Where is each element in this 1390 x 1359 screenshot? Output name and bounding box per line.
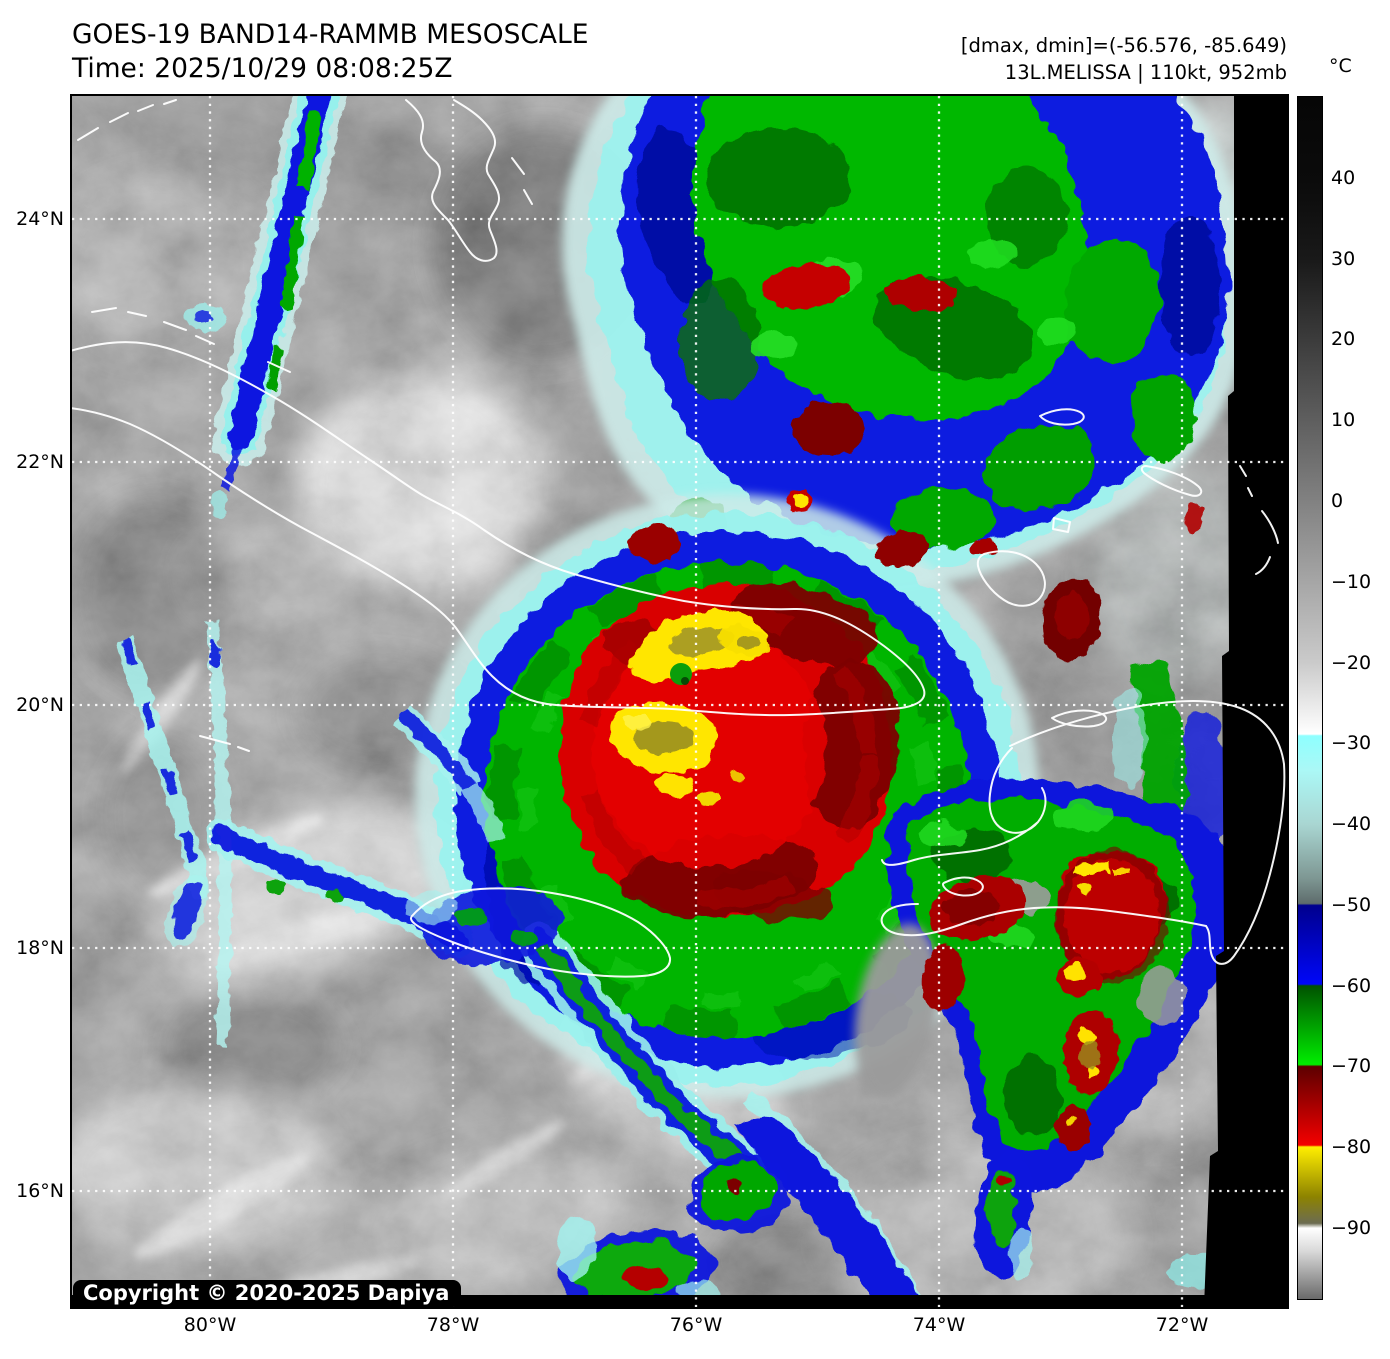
temperature-colorbar	[1297, 96, 1323, 1300]
latlon-gridlines	[72, 96, 1287, 1307]
hurricane-cold-yellow	[610, 609, 770, 805]
lon-label: 78°W	[426, 1314, 480, 1336]
coastline-florida-keys	[77, 99, 177, 141]
coastline-hispaniola-south	[880, 903, 1207, 937]
coastline-andros	[405, 99, 533, 262]
lat-label: 20°N	[16, 694, 64, 716]
coastline-bahamas	[1039, 408, 1253, 497]
coastlines	[69, 99, 1286, 978]
hurricane-eye	[670, 663, 692, 685]
coastline-hispaniola-northwest	[881, 747, 1047, 866]
lat-label: 16°N	[16, 1180, 64, 1202]
colorbar-tick: −30	[1331, 732, 1372, 754]
hispaniola-red-cells	[921, 849, 1169, 1150]
colorbar-tick: 20	[1331, 328, 1356, 350]
colorbar-tick: −20	[1331, 652, 1372, 674]
coastline-gonave	[941, 876, 984, 897]
colorbar-tick: −40	[1331, 813, 1372, 835]
lat-label: 22°N	[16, 451, 64, 473]
colorbar-tick: −50	[1331, 894, 1372, 916]
lon-label: 72°W	[1155, 1314, 1209, 1336]
page-title: GOES-19 BAND14-RAMMB MESOSCALE Time: 202…	[72, 18, 589, 86]
lat-label: 24°N	[16, 208, 64, 230]
header-metadata: [dmax, dmin]=(-56.576, -85.649) 13L.MELI…	[961, 32, 1287, 86]
lon-label: 76°W	[669, 1314, 723, 1336]
colorbar-tick: 30	[1331, 248, 1356, 270]
coastline-great-inagua	[976, 517, 1071, 607]
colorbar-tick: 0	[1331, 490, 1344, 512]
colorbar-tick: −90	[1331, 1217, 1372, 1239]
coastline-cuba-keys	[91, 307, 291, 373]
coastline-turks	[1255, 510, 1279, 575]
colorbar-tick: −70	[1331, 1055, 1372, 1077]
hurricane-core	[559, 583, 899, 922]
colorbar-tick: −10	[1331, 571, 1372, 593]
coastline-tortuga	[1051, 709, 1108, 728]
coastline-jamaica	[410, 887, 672, 978]
colorbar-unit: °C	[1329, 55, 1352, 77]
colorbar-tick: −80	[1331, 1136, 1372, 1158]
dry-slot-gray-wedge	[854, 924, 940, 1098]
lon-label: 74°W	[912, 1314, 966, 1336]
timestamp: Time: 2025/10/29 08:08:25Z	[72, 53, 453, 84]
dmax-dmin-readout: [dmax, dmin]=(-56.576, -85.649)	[960, 34, 1287, 57]
colorbar-tick: 10	[1331, 409, 1356, 431]
lat-label: 18°N	[16, 937, 64, 959]
map-frame	[52, 57, 1287, 1326]
western-cold-streaks	[115, 57, 562, 1047]
lon-label: 80°W	[183, 1314, 237, 1336]
coastline-cuba	[69, 341, 926, 717]
product-title: GOES-19 BAND14-RAMMB MESOSCALE	[72, 19, 589, 50]
copyright-badge: Copyright © 2020-2025 Dapiya	[73, 1280, 462, 1307]
colorbar-tick: 40	[1331, 167, 1356, 189]
satellite-imagery	[52, 57, 1287, 1326]
colorbar-tick: −60	[1331, 975, 1372, 997]
storm-info: 13L.MELISSA | 110kt, 952mb	[1004, 61, 1287, 84]
northern-convection	[588, 76, 1229, 574]
northern-red-patches	[630, 262, 1204, 661]
storm-tail-southwest	[519, 923, 924, 1314]
coastline-hispaniola-north	[1009, 700, 1286, 965]
coastline-cayman	[199, 735, 250, 752]
